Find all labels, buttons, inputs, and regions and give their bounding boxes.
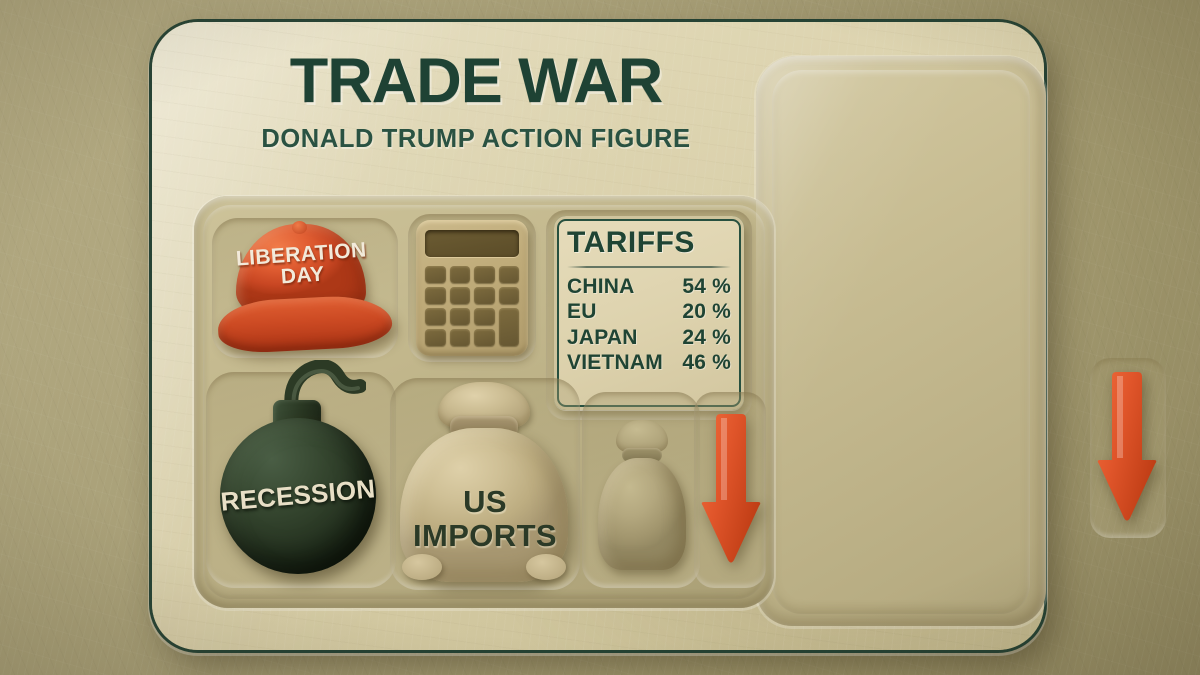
calculator-key[interactable] bbox=[449, 329, 470, 346]
calculator-key[interactable] bbox=[425, 287, 446, 304]
calculator-key-enter[interactable] bbox=[498, 308, 519, 346]
us-imports-sack[interactable]: US IMPORTS bbox=[394, 372, 576, 586]
bomb-fuse bbox=[282, 359, 367, 417]
calculator-key[interactable] bbox=[449, 308, 470, 325]
calculator-key[interactable] bbox=[474, 287, 495, 304]
small-money-sack[interactable] bbox=[594, 414, 690, 574]
calculator-key[interactable] bbox=[425, 308, 446, 325]
tariff-card-title: TARIFFS bbox=[567, 226, 695, 259]
calculator-key[interactable] bbox=[425, 329, 446, 346]
calculator-key[interactable] bbox=[449, 287, 470, 304]
sack-label: US IMPORTS bbox=[394, 486, 576, 551]
small-sack-gathered-top bbox=[616, 420, 668, 452]
tariff-country: JAPAN bbox=[567, 325, 638, 349]
calculator-key[interactable] bbox=[474, 329, 495, 346]
cap-top-button bbox=[292, 221, 307, 234]
small-sack-body bbox=[598, 458, 686, 570]
packaging-header: TRADE WAR DONALD TRUMP ACTION FIGURE bbox=[196, 50, 756, 154]
calculator-key[interactable] bbox=[449, 266, 470, 283]
tariff-rate: 24 % bbox=[682, 325, 731, 349]
recession-bomb[interactable]: RECESSION bbox=[216, 359, 388, 590]
down-arrow-left[interactable] bbox=[700, 410, 762, 568]
packaging-subtitle: DONALD TRUMP ACTION FIGURE bbox=[261, 125, 691, 153]
calculator-keypad[interactable] bbox=[425, 266, 519, 346]
sack-label-line1: US bbox=[463, 484, 507, 519]
calculator-display bbox=[425, 230, 519, 257]
tariff-card-divider bbox=[567, 265, 731, 268]
figure-blister-tray bbox=[756, 56, 1046, 626]
tariff-rate: 46 % bbox=[682, 351, 731, 375]
calculator-key[interactable] bbox=[474, 266, 495, 283]
tariff-card[interactable]: TARIFFS CHINA 54 % EU 20 % JAPAN 24 % VI… bbox=[554, 216, 744, 410]
bomb-body bbox=[220, 418, 376, 574]
tariff-country: CHINA bbox=[567, 274, 635, 298]
calculator[interactable] bbox=[416, 220, 528, 356]
tariff-country: VIETNAM bbox=[567, 351, 663, 375]
calculator-key[interactable] bbox=[498, 266, 519, 283]
figure-tray-gloss bbox=[756, 56, 1046, 626]
page-title: TRADE WAR bbox=[289, 46, 663, 116]
liberation-day-cap[interactable]: LIBERATION DAY bbox=[216, 221, 394, 355]
accessory-blister-tray: LIBERATION DAY bbox=[194, 196, 774, 608]
tariff-row: JAPAN 24 % bbox=[567, 325, 731, 351]
blister-pack-card: TRADE WAR DONALD TRUMP ACTION FIGURE bbox=[152, 22, 1166, 650]
figure-tray-recess bbox=[772, 70, 1030, 614]
sack-foot-right bbox=[526, 554, 566, 580]
sack-label-line2: IMPORTS bbox=[412, 518, 558, 553]
sack-body bbox=[400, 428, 568, 582]
sack-foot-left bbox=[402, 554, 442, 580]
tariff-rate: 54 % bbox=[682, 274, 731, 298]
tariff-row: EU 20 % bbox=[567, 299, 731, 325]
tariff-row: VIETNAM 46 % bbox=[567, 350, 731, 376]
tariff-rate: 20 % bbox=[682, 300, 731, 324]
calculator-key[interactable] bbox=[425, 266, 446, 283]
down-arrow-right[interactable] bbox=[1096, 368, 1158, 526]
calculator-key[interactable] bbox=[474, 308, 495, 325]
tariff-row: CHINA 54 % bbox=[567, 274, 731, 300]
calculator-key[interactable] bbox=[498, 287, 519, 304]
tariff-country: EU bbox=[567, 300, 597, 324]
